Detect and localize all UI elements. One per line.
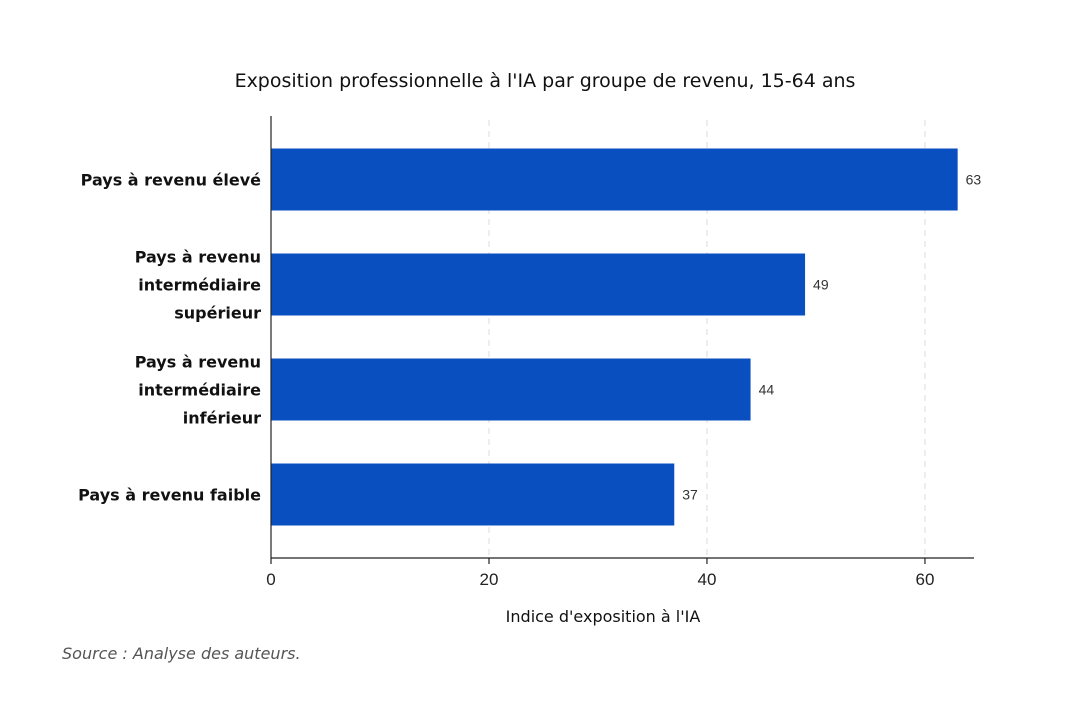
category-label-line: intermédiaire bbox=[138, 381, 261, 400]
bar-1 bbox=[271, 253, 806, 316]
bar-3 bbox=[271, 463, 675, 526]
bars bbox=[271, 148, 958, 526]
chart-title: Exposition professionnelle à l'IA par gr… bbox=[235, 70, 856, 92]
category-label-1: Pays à revenu intermédiaire supérieur bbox=[135, 248, 261, 323]
labels: 63 Pays à revenu élevé 49 Pays à revenu inte… bbox=[78, 171, 981, 590]
x-tick-label-40: 40 bbox=[698, 570, 717, 589]
value-label-0: 63 bbox=[966, 172, 982, 188]
category-label-line: inférieur bbox=[183, 409, 261, 428]
category-label-2: Pays à revenu intermédiaire inférieur bbox=[135, 353, 261, 428]
category-label-line: Pays à revenu bbox=[135, 248, 261, 267]
value-label-1: 49 bbox=[813, 277, 829, 293]
category-label-3: Pays à revenu faible bbox=[78, 486, 261, 505]
source-note: Source : Analyse des auteurs. bbox=[62, 644, 301, 663]
axes bbox=[270, 116, 974, 564]
category-label-line: Pays à revenu bbox=[135, 353, 261, 372]
x-tick-label-20: 20 bbox=[480, 570, 499, 589]
category-label-line: intermédiaire bbox=[138, 276, 261, 295]
category-label-line: supérieur bbox=[174, 304, 261, 323]
x-tick-label-60: 60 bbox=[915, 570, 934, 589]
bar-2 bbox=[271, 358, 751, 421]
x-axis-title: Indice d'exposition à l'IA bbox=[506, 607, 701, 626]
x-tick-label-0: 0 bbox=[266, 570, 275, 589]
category-label-line: Pays à revenu faible bbox=[78, 486, 261, 505]
category-label-0: Pays à revenu élevé bbox=[81, 171, 261, 190]
value-label-2: 44 bbox=[759, 382, 775, 398]
bar-0 bbox=[271, 148, 958, 211]
value-label-3: 37 bbox=[682, 487, 698, 503]
category-label-line: Pays à revenu élevé bbox=[81, 171, 261, 190]
